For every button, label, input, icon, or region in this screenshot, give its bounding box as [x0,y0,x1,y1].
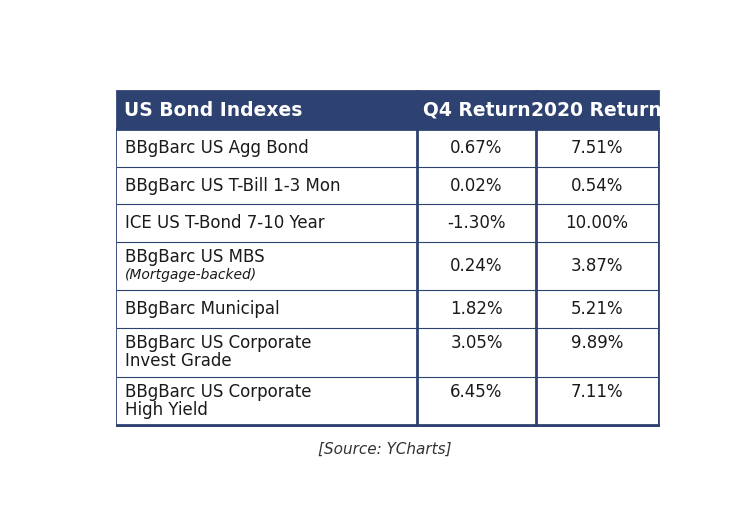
Text: 2020 Return: 2020 Return [531,100,662,120]
Text: US Bond Indexes: US Bond Indexes [124,100,302,120]
Text: (Mortgage-backed): (Mortgage-backed) [124,268,256,282]
Text: BBgBarc US Corporate: BBgBarc US Corporate [124,334,311,353]
Text: 3.87%: 3.87% [571,257,623,275]
Text: 1.82%: 1.82% [450,300,503,318]
Bar [117,129,658,167]
Text: 0.67%: 0.67% [450,139,503,157]
Text: BBgBarc US MBS: BBgBarc US MBS [124,248,264,266]
Text: 5.21%: 5.21% [571,300,623,318]
Bar [117,167,658,204]
Text: 0.24%: 0.24% [450,257,503,275]
Text: ICE US T-Bond 7-10 Year: ICE US T-Bond 7-10 Year [124,214,324,232]
Text: 0.02%: 0.02% [450,177,503,195]
Text: BBgBarc US T-Bill 1-3 Mon: BBgBarc US T-Bill 1-3 Mon [124,177,340,195]
Text: [Source: YCharts]: [Source: YCharts] [317,442,452,457]
Text: BBgBarc US Agg Bond: BBgBarc US Agg Bond [124,139,308,157]
Text: Invest Grade: Invest Grade [124,352,231,370]
Bar [117,290,658,328]
Text: 6.45%: 6.45% [450,383,503,401]
Bar [117,91,658,129]
Text: -1.30%: -1.30% [447,214,506,232]
Text: 3.05%: 3.05% [450,334,503,353]
Text: Q4 Return: Q4 Return [423,100,530,120]
Text: 7.51%: 7.51% [571,139,623,157]
Text: 0.54%: 0.54% [571,177,623,195]
Text: High Yield: High Yield [124,401,208,418]
Text: 7.11%: 7.11% [571,383,623,401]
Bar [117,204,658,242]
Text: 9.89%: 9.89% [571,334,623,353]
Text: BBgBarc Municipal: BBgBarc Municipal [124,300,279,318]
Text: BBgBarc US Corporate: BBgBarc US Corporate [124,383,311,401]
Text: 10.00%: 10.00% [566,214,628,232]
